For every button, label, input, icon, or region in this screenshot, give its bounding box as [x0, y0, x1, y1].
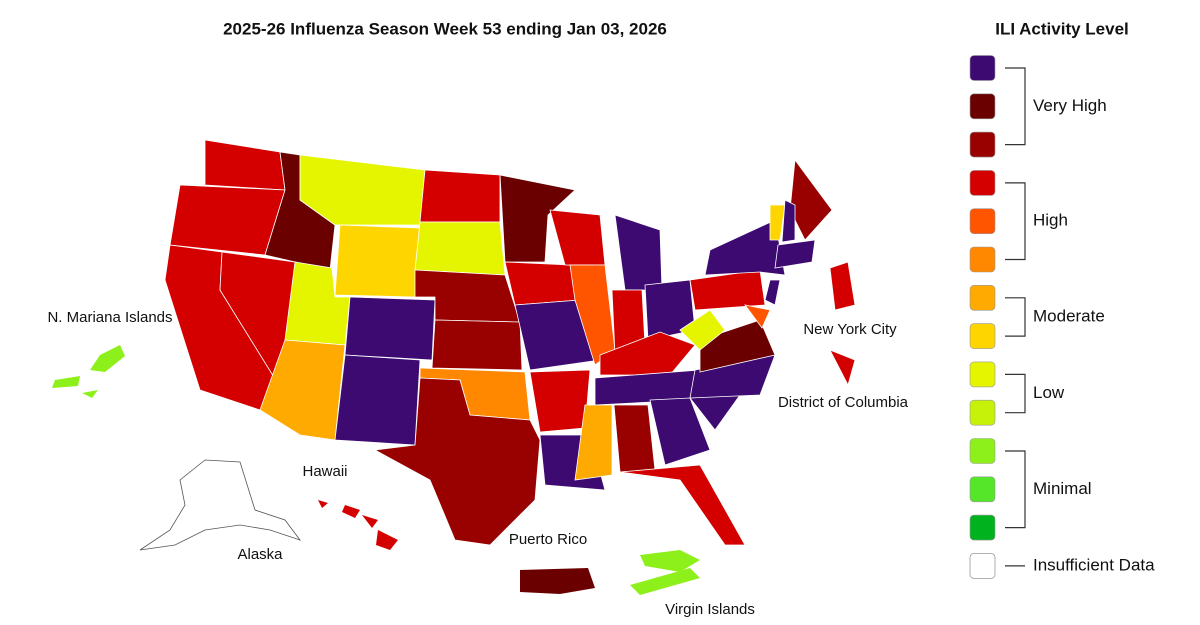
- state: [431, 319, 523, 371]
- state: [769, 204, 786, 241]
- mariana-island: [52, 376, 80, 388]
- legend-title: ILI Activity Level: [995, 19, 1129, 38]
- state: [529, 369, 591, 433]
- hawaii-island: [318, 500, 328, 508]
- legend-swatch: [969, 399, 996, 426]
- legend-bracket: [1005, 297, 1026, 337]
- state: [504, 261, 581, 306]
- legend-bracket: [1005, 67, 1026, 146]
- state: [649, 397, 711, 466]
- virgin-island: [640, 550, 700, 572]
- state: [689, 269, 766, 311]
- legend-label: Minimal: [1033, 479, 1092, 498]
- state: [614, 214, 663, 291]
- state: [789, 158, 833, 241]
- legend-swatch: [969, 131, 996, 158]
- legend-label: High: [1033, 211, 1068, 230]
- legend-swatch: [969, 170, 996, 196]
- legend-label: Moderate: [1033, 306, 1105, 325]
- hawaii-island: [342, 505, 360, 518]
- state: [744, 304, 771, 329]
- legend-swatch: [969, 284, 996, 311]
- state: [764, 279, 781, 306]
- state: [169, 184, 286, 256]
- legend-swatch: [969, 438, 996, 464]
- legend-swatch: [969, 553, 996, 579]
- mariana-island: [90, 345, 125, 372]
- virgin-island: [630, 568, 700, 595]
- map-title: 2025-26 Influenza Season Week 53 ending …: [223, 19, 667, 38]
- legend-label: Low: [1033, 383, 1065, 402]
- legend-swatch: [969, 361, 996, 388]
- state: [419, 169, 501, 223]
- region-label: Puerto Rico: [509, 531, 587, 548]
- dc-inset: [829, 349, 856, 387]
- state: [373, 377, 541, 546]
- state: [334, 224, 421, 298]
- state: [204, 139, 286, 191]
- region-label: New York City: [803, 321, 897, 338]
- state: [499, 174, 576, 263]
- alaska: [139, 459, 302, 551]
- us-map: [52, 139, 856, 595]
- legend-swatch: [969, 55, 996, 81]
- legend-swatch: [969, 208, 996, 234]
- region-label: Hawaii: [302, 463, 347, 480]
- state: [414, 221, 506, 276]
- state: [599, 331, 696, 376]
- legend-bracket: [1005, 182, 1026, 261]
- state: [613, 404, 656, 473]
- region-label: Virgin Islands: [665, 601, 755, 618]
- state: [699, 319, 776, 373]
- state: [774, 239, 816, 269]
- state: [619, 464, 746, 546]
- hawaii-island: [376, 530, 398, 550]
- state: [679, 309, 726, 351]
- legend-bracket: [1005, 450, 1026, 529]
- state: [781, 199, 796, 243]
- legend-label: Very High: [1033, 96, 1107, 115]
- mariana-island: [82, 390, 98, 398]
- hawaii-island: [362, 515, 378, 528]
- region-label: N. Mariana Islands: [47, 309, 172, 326]
- region-label: Alaska: [237, 546, 283, 563]
- state: [299, 154, 426, 226]
- legend-swatch: [969, 323, 996, 349]
- state: [344, 296, 436, 361]
- legend-swatch: [969, 246, 996, 273]
- state: [549, 209, 606, 266]
- legend-bracket: [1005, 373, 1026, 414]
- state: [704, 219, 786, 276]
- legend-label: Insufficient Data: [1033, 555, 1155, 574]
- puerto-rico: [520, 568, 595, 594]
- state: [334, 354, 421, 446]
- region-label: District of Columbia: [778, 394, 909, 411]
- state: [574, 404, 613, 481]
- legend-swatch: [969, 93, 996, 120]
- legend-swatch: [969, 514, 996, 541]
- state: [259, 339, 346, 441]
- legend-swatch: [969, 476, 996, 503]
- nyc-inset: [829, 261, 856, 311]
